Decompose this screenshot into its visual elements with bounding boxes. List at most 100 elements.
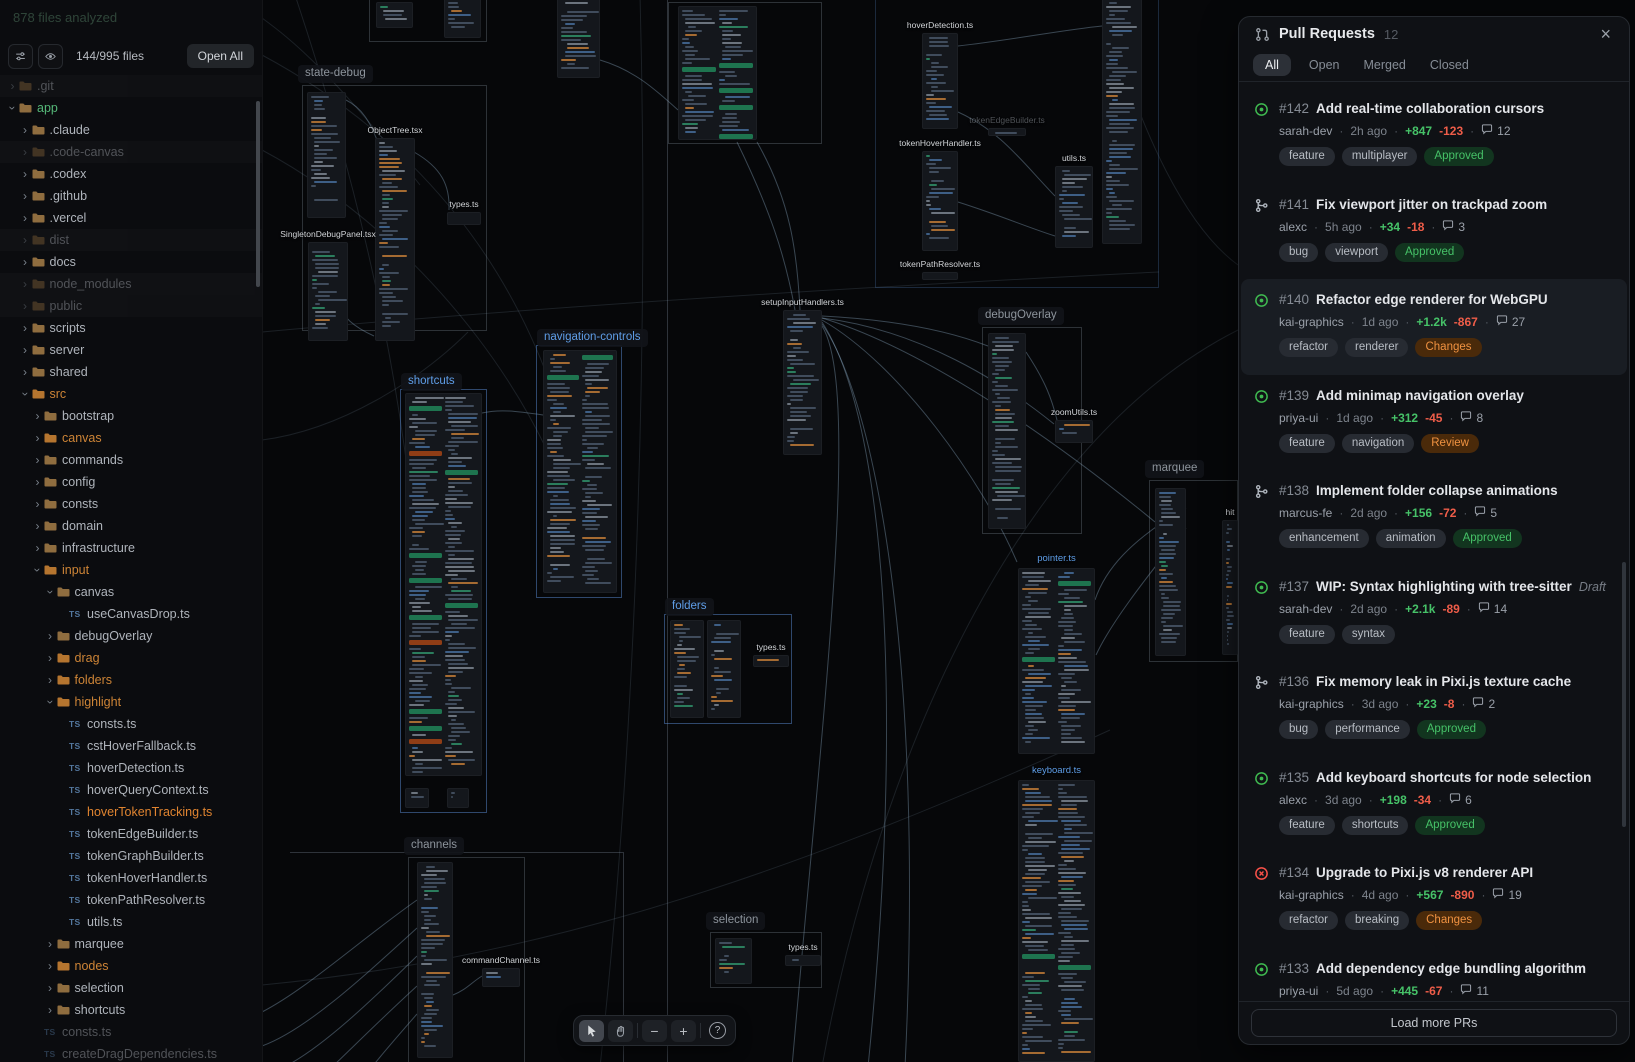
pr-item-139[interactable]: #139 Add minimap navigation overlay priya-… [1239,375,1629,471]
canvas-group-state-debug[interactable]: state-debug [298,65,487,331]
canvas-node[interactable] [715,938,752,984]
tree-folder--github[interactable]: › .github [0,185,262,207]
pr-review-status-badge[interactable]: Approved [1416,720,1486,740]
tree-file-hovertokentracking-ts[interactable]: TS hoverTokenTracking.ts [0,801,262,823]
zoom-in-button[interactable]: + [671,1019,696,1042]
canvas-node-utils-ts[interactable] [1055,166,1093,248]
pr-review-status-badge[interactable]: Approved [1415,815,1485,835]
pr-review-status-badge[interactable]: Review [1421,433,1479,453]
canvas-node[interactable] [307,92,346,218]
tree-file-hoverdetection-ts[interactable]: TS hoverDetection.ts [0,757,262,779]
pr-tag-renderer[interactable]: renderer [1345,338,1409,358]
canvas-group[interactable] [369,0,487,42]
canvas-node-types-ts[interactable] [753,655,789,667]
canvas-node-keyboard-ts[interactable] [1018,780,1095,1062]
canvas-group-selection[interactable]: selection [706,912,822,988]
tree-folder--claude[interactable]: › .claude [0,119,262,141]
pr-tag-refactor[interactable]: refactor [1279,911,1338,931]
pr-tag-enhancement[interactable]: enhancement [1279,529,1369,549]
pr-tag-viewport[interactable]: viewport [1325,242,1389,262]
tree-file-consts-ts[interactable]: TS consts.ts [0,1021,262,1043]
canvas-node[interactable] [444,0,481,38]
tree-folder-debugoverlay[interactable]: › debugOverlay [0,625,262,647]
pr-item-137[interactable]: #137 WIP: Syntax highlighting with tree-s… [1239,566,1629,662]
tree-folder-config[interactable]: › config [0,471,262,493]
canvas-node-commandchannel-ts[interactable] [482,968,520,987]
canvas-node[interactable] [557,0,600,78]
pr-review-status-badge[interactable]: Approved [1424,147,1494,167]
tree-folder-canvas[interactable]: › canvas [0,581,262,603]
tree-folder-domain[interactable]: › domain [0,515,262,537]
canvas-node-setupinputhandlers-ts[interactable] [783,310,822,455]
tree-folder-app[interactable]: › app [0,97,262,119]
tree-folder-selection[interactable]: › selection [0,977,262,999]
canvas-node-types-ts[interactable] [447,212,481,225]
canvas-node[interactable] [376,2,413,28]
tree-folder-docs[interactable]: › docs [0,251,262,273]
canvas-node-objecttree-tsx[interactable] [375,138,415,341]
close-panel-button[interactable]: × [1596,23,1615,45]
tree-folder-infrastructure[interactable]: › infrastructure [0,537,262,559]
pr-item-133[interactable]: #133 Add dependency edge bundling algorit… [1239,948,1629,1002]
canvas-node[interactable] [405,393,482,776]
pr-review-status-badge[interactable]: Changes [1415,338,1482,358]
pr-item-140[interactable]: #140 Refactor edge renderer for WebGPU kai… [1241,279,1627,375]
tree-file-tokenedgebuilder-ts[interactable]: TS tokenEdgeBuilder.ts [0,823,262,845]
tree-file-tokengraphbuilder-ts[interactable]: TS tokenGraphBuilder.ts [0,845,262,867]
tree-file-consts-ts[interactable]: TS consts.ts [0,713,262,735]
canvas-group-folders[interactable]: folders [664,598,792,724]
zoom-out-button[interactable]: − [642,1019,667,1042]
canvas-node-zoomutils-ts[interactable] [1055,420,1093,443]
tree-folder-dist[interactable]: › dist [0,229,262,251]
pr-tag-navigation[interactable]: navigation [1341,433,1415,453]
canvas-node[interactable] [1102,0,1142,244]
tree-folder-server[interactable]: › server [0,339,262,361]
tree-folder--codex[interactable]: › .codex [0,163,262,185]
tree-file-csthoverfallback-ts[interactable]: TS cstHoverFallback.ts [0,735,262,757]
pr-tag-animation[interactable]: animation [1375,529,1446,549]
visibility-button[interactable] [38,43,63,69]
pr-tag-breaking[interactable]: breaking [1345,911,1410,931]
canvas-node[interactable] [543,350,617,593]
pr-tag-refactor[interactable]: refactor [1279,338,1338,358]
canvas-group[interactable] [668,2,822,144]
tree-file-tokenpathresolver-ts[interactable]: TS tokenPathResolver.ts [0,889,262,911]
canvas-group-navigation-controls[interactable]: navigation-controls [536,329,648,598]
pr-tag-bug[interactable]: bug [1279,720,1319,740]
tree-folder-consts[interactable]: › consts [0,493,262,515]
tree-folder-folders[interactable]: › folders [0,669,262,691]
canvas-node-hit[interactable] [1222,520,1238,655]
tree-folder-drag[interactable]: › drag [0,647,262,669]
canvas-node[interactable] [988,333,1026,529]
pr-tag-feature[interactable]: feature [1279,433,1335,453]
pr-item-134[interactable]: #134 Upgrade to Pixi.js v8 renderer API ka… [1239,852,1629,948]
tree-folder-bootstrap[interactable]: › bootstrap [0,405,262,427]
canvas-node-tokenedgebuilder-ts[interactable] [988,128,1026,136]
canvas-group[interactable] [875,0,1159,288]
pr-tag-shortcuts[interactable]: shortcuts [1341,815,1409,835]
pr-item-136[interactable]: #136 Fix memory leak in Pixi.js texture c… [1239,661,1629,757]
tree-file-createdragdependencies-ts[interactable]: TS createDragDependencies.ts [0,1043,262,1062]
sidebar-scrollbar[interactable] [256,101,260,287]
pr-review-status-badge[interactable]: Changes [1416,911,1483,931]
pr-tag-performance[interactable]: performance [1325,720,1410,740]
tree-folder-input[interactable]: › input [0,559,262,581]
canvas-node-singletondebugpanel-tsx[interactable] [308,242,348,341]
tree-folder-shortcuts[interactable]: › shortcuts [0,999,262,1021]
tree-folder-commands[interactable]: › commands [0,449,262,471]
tree-file-usecanvasdrop-ts[interactable]: TS useCanvasDrop.ts [0,603,262,625]
pr-item-141[interactable]: #141 Fix viewport jitter on trackpad zoom… [1239,184,1629,280]
pan-tool-button[interactable] [608,1019,633,1042]
canvas-node[interactable] [670,620,704,718]
canvas-node[interactable] [405,788,429,808]
tree-file-utils-ts[interactable]: TS utils.ts [0,911,262,933]
canvas-node-types-ts[interactable] [785,955,821,966]
tree-folder-public[interactable]: › public [0,295,262,317]
canvas-node[interactable] [678,6,757,140]
pr-tag-feature[interactable]: feature [1279,147,1335,167]
tree-folder-shared[interactable]: › shared [0,361,262,383]
pr-tab-all[interactable]: All [1253,53,1291,77]
help-button[interactable]: ? [705,1020,730,1042]
canvas-node-hoverdetection-ts[interactable] [922,33,958,129]
pr-item-135[interactable]: #135 Add keyboard shortcuts for node sele… [1239,757,1629,853]
